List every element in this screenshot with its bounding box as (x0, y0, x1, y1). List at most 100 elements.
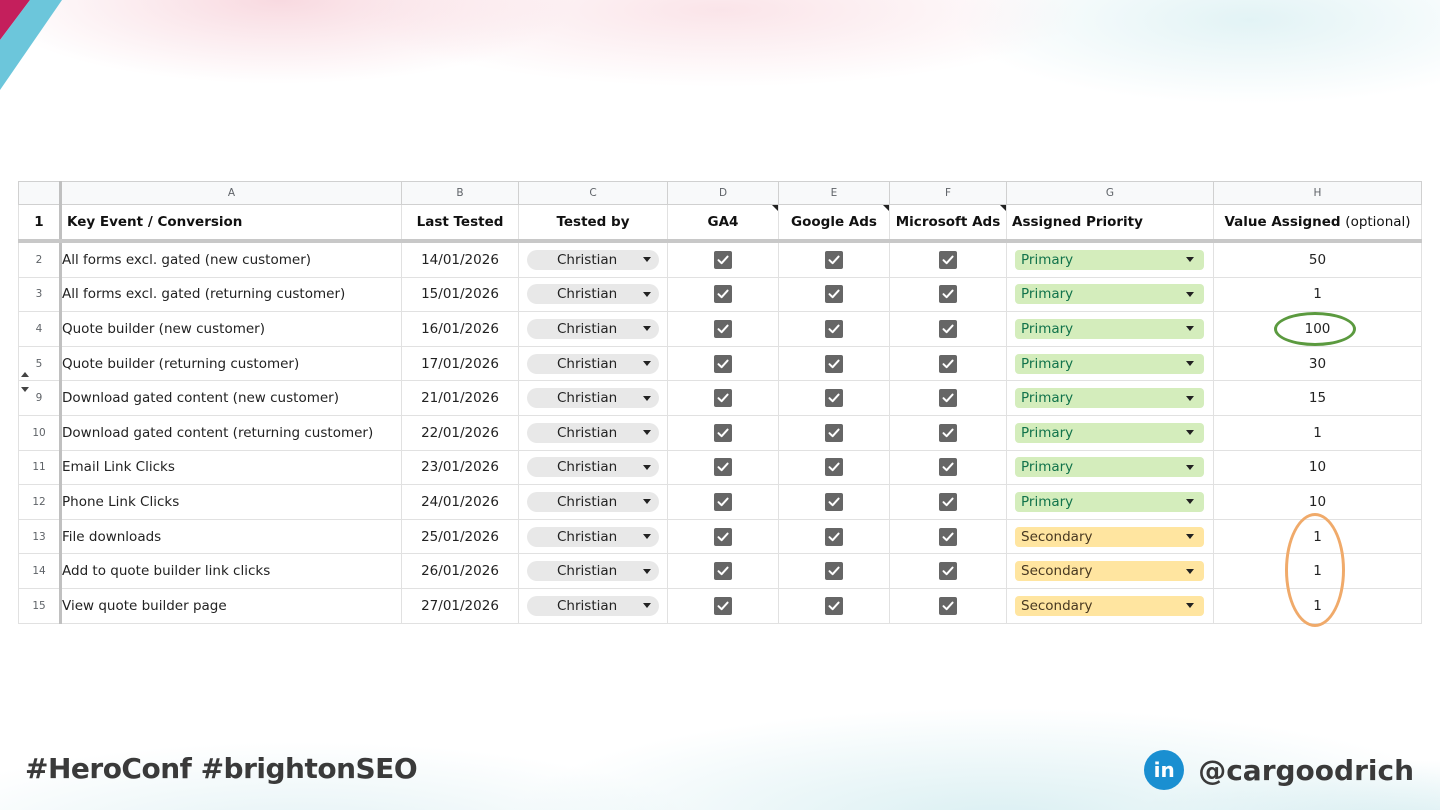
cell-key-event[interactable]: Phone Link Clicks (60, 484, 402, 520)
cell-tested-by[interactable]: Christian (518, 449, 668, 486)
priority-dropdown-chip[interactable]: Primary (1015, 284, 1204, 305)
column-header-g[interactable]: G (1006, 181, 1214, 205)
checkbox-checked-icon[interactable] (714, 527, 732, 546)
column-header-h[interactable]: H (1213, 181, 1422, 205)
cell-value-assigned[interactable]: 30 (1213, 345, 1422, 382)
row-number[interactable]: 12 (18, 484, 62, 520)
cell-key-event[interactable]: All forms excl. gated (returning custome… (60, 276, 402, 313)
cell-key-event[interactable]: Quote builder (new customer) (60, 311, 402, 347)
header-google-ads[interactable]: Google Ads (778, 204, 890, 243)
checkbox-checked-icon[interactable] (825, 354, 843, 373)
checkbox-checked-icon[interactable] (714, 458, 732, 477)
cell-last-tested[interactable]: 22/01/2026 (401, 414, 519, 451)
checkbox-checked-icon[interactable] (714, 596, 732, 615)
priority-dropdown-chip[interactable]: Primary (1015, 422, 1204, 443)
cell-key-event[interactable]: Add to quote builder link clicks (60, 553, 402, 589)
column-header-b[interactable]: B (401, 181, 519, 205)
checkbox-checked-icon[interactable] (714, 492, 732, 511)
column-header-d[interactable]: D (667, 181, 779, 205)
tester-dropdown-chip[interactable]: Christian (527, 595, 659, 616)
checkbox-checked-icon[interactable] (825, 389, 843, 408)
cell-value-assigned[interactable]: 10 (1213, 449, 1422, 486)
column-header-f[interactable]: F (889, 181, 1007, 205)
row-number[interactable]: 1 (18, 204, 62, 243)
cell-key-event[interactable]: All forms excl. gated (new customer) (60, 240, 402, 278)
checkbox-checked-icon[interactable] (939, 319, 957, 338)
checkbox-checked-icon[interactable] (714, 354, 732, 373)
header-ga4[interactable]: GA4 (667, 204, 779, 243)
linkedin-icon[interactable]: in (1144, 750, 1185, 790)
cell-last-tested[interactable]: 15/01/2026 (401, 276, 519, 313)
checkbox-checked-icon[interactable] (714, 423, 732, 442)
cell-last-tested[interactable]: 23/01/2026 (401, 449, 519, 486)
cell-tested-by[interactable]: Christian (518, 484, 668, 520)
tester-dropdown-chip[interactable]: Christian (527, 318, 659, 339)
select-all-corner[interactable] (18, 181, 62, 205)
checkbox-checked-icon[interactable] (714, 562, 732, 581)
cell-tested-by[interactable]: Christian (518, 553, 668, 589)
priority-dropdown-chip[interactable]: Primary (1015, 353, 1204, 374)
priority-dropdown-chip[interactable]: Secondary (1015, 595, 1204, 616)
priority-dropdown-chip[interactable]: Primary (1015, 457, 1204, 478)
cell-value-assigned[interactable]: 1 (1213, 276, 1422, 313)
header-key-event[interactable]: Key Event / Conversion (60, 204, 402, 243)
cell-key-event[interactable]: Download gated content (returning custom… (60, 414, 402, 451)
row-number[interactable]: 3 (18, 276, 62, 313)
column-header-e[interactable]: E (778, 181, 890, 205)
cell-tested-by[interactable]: Christian (518, 587, 668, 624)
row-number[interactable]: 4 (18, 311, 62, 347)
header-value-assigned[interactable]: Value Assigned (optional) (1213, 204, 1422, 243)
row-group-toggle-icon[interactable] (20, 371, 30, 393)
cell-key-event[interactable]: Download gated content (new customer) (60, 380, 402, 416)
tester-dropdown-chip[interactable]: Christian (527, 561, 659, 582)
tester-dropdown-chip[interactable]: Christian (527, 422, 659, 443)
cell-value-assigned[interactable]: 50 (1213, 240, 1422, 278)
checkbox-checked-icon[interactable] (825, 423, 843, 442)
header-tested-by[interactable]: Tested by (518, 204, 668, 243)
tester-dropdown-chip[interactable]: Christian (527, 491, 659, 512)
checkbox-checked-icon[interactable] (939, 423, 957, 442)
priority-dropdown-chip[interactable]: Secondary (1015, 561, 1204, 582)
row-number[interactable]: 13 (18, 518, 62, 555)
checkbox-checked-icon[interactable] (825, 250, 843, 269)
cell-last-tested[interactable]: 26/01/2026 (401, 553, 519, 589)
cell-last-tested[interactable]: 17/01/2026 (401, 345, 519, 382)
tester-dropdown-chip[interactable]: Christian (527, 353, 659, 374)
priority-dropdown-chip[interactable]: Secondary (1015, 526, 1204, 547)
cell-last-tested[interactable]: 14/01/2026 (401, 240, 519, 278)
priority-dropdown-chip[interactable]: Primary (1015, 249, 1204, 270)
cell-last-tested[interactable]: 27/01/2026 (401, 587, 519, 624)
checkbox-checked-icon[interactable] (825, 527, 843, 546)
checkbox-checked-icon[interactable] (825, 285, 843, 304)
checkbox-checked-icon[interactable] (939, 250, 957, 269)
cell-last-tested[interactable]: 21/01/2026 (401, 380, 519, 416)
checkbox-checked-icon[interactable] (825, 596, 843, 615)
checkbox-checked-icon[interactable] (939, 527, 957, 546)
row-number[interactable]: 15 (18, 587, 62, 624)
cell-tested-by[interactable]: Christian (518, 414, 668, 451)
priority-dropdown-chip[interactable]: Primary (1015, 491, 1204, 512)
checkbox-checked-icon[interactable] (939, 285, 957, 304)
tester-dropdown-chip[interactable]: Christian (527, 388, 659, 409)
checkbox-checked-icon[interactable] (939, 562, 957, 581)
cell-tested-by[interactable]: Christian (518, 240, 668, 278)
column-header-c[interactable]: C (518, 181, 668, 205)
tester-dropdown-chip[interactable]: Christian (527, 284, 659, 305)
cell-key-event[interactable]: Quote builder (returning customer) (60, 345, 402, 382)
checkbox-checked-icon[interactable] (714, 285, 732, 304)
tester-dropdown-chip[interactable]: Christian (527, 526, 659, 547)
checkbox-checked-icon[interactable] (939, 354, 957, 373)
cell-tested-by[interactable]: Christian (518, 518, 668, 555)
cell-last-tested[interactable]: 24/01/2026 (401, 484, 519, 520)
header-microsoft-ads[interactable]: Microsoft Ads (889, 204, 1007, 243)
cell-last-tested[interactable]: 25/01/2026 (401, 518, 519, 555)
checkbox-checked-icon[interactable] (939, 389, 957, 408)
cell-tested-by[interactable]: Christian (518, 380, 668, 416)
tester-dropdown-chip[interactable]: Christian (527, 457, 659, 478)
checkbox-checked-icon[interactable] (939, 596, 957, 615)
checkbox-checked-icon[interactable] (825, 458, 843, 477)
cell-key-event[interactable]: Email Link Clicks (60, 449, 402, 486)
tester-dropdown-chip[interactable]: Christian (527, 249, 659, 270)
checkbox-checked-icon[interactable] (939, 458, 957, 477)
row-number[interactable]: 9 (18, 380, 62, 416)
